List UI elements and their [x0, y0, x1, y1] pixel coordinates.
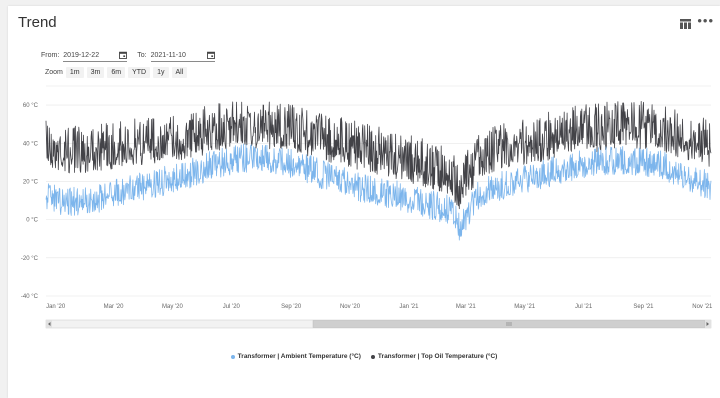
y-tick-label: 40 °C — [23, 141, 39, 147]
series-line-ambient — [45, 143, 712, 241]
x-axis-labels: Jan '20 Mar '20 May '20 Jul '20 Sep '20 Nov '… — [46, 304, 713, 310]
y-tick-label: -40 °C — [21, 294, 39, 300]
chart-series — [45, 101, 712, 241]
x-tick-label: Nov '20 — [340, 304, 361, 310]
chart-navigator — [45, 319, 712, 329]
x-tick-label: Jan '21 — [399, 304, 419, 310]
zoom-button-1y[interactable]: 1y — [153, 67, 169, 78]
header-actions: ••• — [680, 13, 714, 29]
x-tick-label: May '21 — [514, 304, 535, 310]
trend-chart: 60 °C 40 °C 20 °C 0 °C -20 °C -40 °C Jan '20 M… — [21, 85, 713, 329]
zoom-button-6m[interactable]: 6m — [107, 67, 126, 78]
y-tick-label: 60 °C — [23, 103, 39, 109]
x-tick-label: May '20 — [162, 304, 183, 310]
page-title: Trend — [18, 14, 57, 31]
x-tick-label: Jul '20 — [223, 304, 241, 310]
legend-label-ambient: Transformer | Ambient Temperature (°C) — [237, 353, 361, 360]
chevron-left-icon — [48, 322, 51, 326]
zoom-button-1m[interactable]: 1m — [65, 67, 84, 78]
calendar-icon[interactable] — [119, 51, 128, 59]
zoom-button-3m[interactable]: 3m — [86, 67, 105, 78]
legend-item-ambient[interactable]: Transformer | Ambient Temperature (°C) — [230, 353, 361, 360]
calendar-icon[interactable] — [206, 51, 215, 59]
y-tick-label: 20 °C — [23, 179, 39, 185]
x-tick-label: Mar '20 — [104, 304, 124, 310]
date-range-selector: From: 2019-12-22 To: 2021-11-10 — [41, 49, 225, 62]
table-view-icon[interactable] — [680, 16, 692, 29]
x-tick-label: Jul '21 — [575, 304, 593, 310]
from-label: From: — [41, 52, 60, 59]
from-date-input[interactable]: 2019-12-22 — [63, 49, 128, 62]
more-options-icon[interactable]: ••• — [697, 13, 714, 28]
y-tick-label: 0 °C — [26, 218, 38, 224]
from-date-value: 2019-12-22 — [63, 51, 100, 59]
legend-marker-top-oil — [370, 354, 375, 359]
x-tick-label: Sep '21 — [633, 304, 654, 310]
x-tick-label: Mar '21 — [456, 304, 476, 310]
to-label: To: — [137, 52, 147, 59]
chevron-right-icon — [706, 322, 709, 326]
x-tick-label: Jan '20 — [46, 304, 66, 310]
y-axis-labels: 60 °C 40 °C 20 °C 0 °C -20 °C -40 °C — [21, 103, 39, 300]
zoom-button-all[interactable]: All — [171, 67, 188, 78]
x-tick-label: Sep '20 — [281, 304, 302, 310]
grip-icon — [506, 322, 512, 326]
to-date-value: 2021-11-10 — [150, 51, 186, 59]
trend-card: Trend ••• From: 2019-12-22 To: 2021-11-1… — [8, 6, 720, 398]
legend-item-top-oil[interactable]: Transformer | Top Oil Temperature (°C) — [370, 353, 498, 360]
zoom-button-ytd[interactable]: YTD — [128, 67, 151, 78]
legend-label-top-oil: Transformer | Top Oil Temperature (°C) — [377, 353, 498, 360]
y-tick-label: -20 °C — [21, 256, 39, 262]
zoom-controls: Zoom 1m 3m 6m YTD 1y All — [45, 67, 188, 78]
chart-legend: Transformer | Ambient Temperature (°C) T… — [8, 353, 720, 360]
legend-marker-ambient — [230, 354, 235, 359]
zoom-label: Zoom — [45, 69, 63, 76]
to-date-input[interactable]: 2021-11-10 — [150, 49, 215, 62]
series-line-top-oil — [45, 101, 712, 210]
x-tick-label: Nov '21 — [692, 304, 713, 310]
